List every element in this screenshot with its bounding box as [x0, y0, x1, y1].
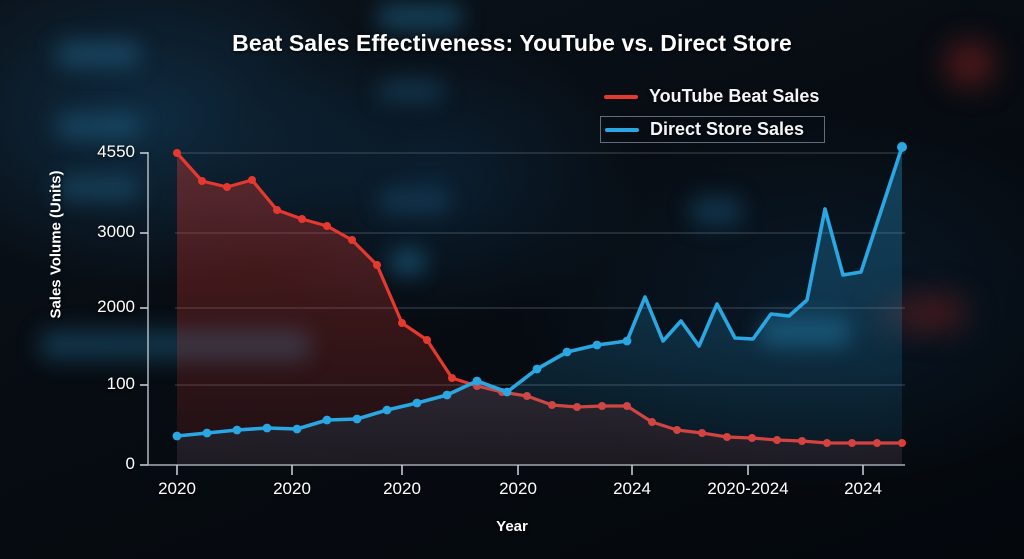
y-tick-label: 2000	[97, 297, 135, 316]
backdrop-blob	[690, 196, 742, 226]
data-point	[373, 261, 381, 269]
y-tick-label: 3000	[97, 222, 135, 241]
legend-item-youtube[interactable]: YouTube Beat Sales	[600, 83, 825, 110]
x-tick-label: 2020	[499, 479, 537, 498]
data-point	[622, 336, 632, 346]
backdrop-blob-red	[908, 296, 966, 330]
data-point	[502, 387, 512, 397]
data-point	[172, 431, 182, 441]
backdrop-blob	[56, 176, 140, 200]
data-point	[532, 364, 542, 374]
backdrop-blob	[390, 250, 426, 274]
data-point	[323, 222, 331, 230]
data-point	[232, 425, 242, 435]
x-tick-label: 2020	[273, 479, 311, 498]
data-point	[248, 176, 256, 184]
y-tick-label: 0	[125, 454, 135, 473]
x-tick-label: 2020	[383, 479, 421, 498]
data-point	[262, 423, 272, 433]
data-point	[472, 376, 482, 386]
x-tick-label: 2020-2024	[707, 479, 789, 498]
backdrop-blob	[56, 42, 140, 66]
x-tick-label: 2024	[844, 479, 882, 498]
data-point	[423, 336, 431, 344]
backdrop-blob	[56, 114, 140, 138]
data-point	[348, 236, 356, 244]
data-point	[273, 206, 281, 214]
data-point	[398, 319, 406, 327]
backdrop-blob	[378, 80, 444, 102]
data-point	[223, 183, 231, 191]
y-tick-label: 100	[106, 374, 135, 393]
chart-title: Beat Sales Effectiveness: YouTube vs. Di…	[232, 30, 792, 56]
y-tick-label: 4550	[97, 142, 135, 161]
backdrop-blob-red	[948, 44, 992, 84]
legend-label-direct-store: Direct Store Sales	[650, 119, 805, 139]
data-point	[292, 424, 302, 434]
x-tick-label: 2020	[158, 479, 196, 498]
data-point	[448, 374, 456, 382]
data-point	[322, 415, 332, 425]
data-point	[298, 215, 306, 223]
data-point	[173, 149, 181, 157]
legend-swatch-youtube	[604, 94, 638, 99]
data-point	[198, 177, 206, 185]
series-direct-store-sales	[172, 142, 907, 465]
backdrop-blob	[378, 190, 450, 212]
data-point	[382, 405, 392, 415]
x-tick-label: 2024	[613, 479, 651, 498]
legend-label-youtube: YouTube Beat Sales	[649, 86, 820, 106]
data-point	[562, 347, 572, 357]
data-point	[442, 390, 452, 400]
x-axis-label: Year	[496, 518, 528, 535]
chart-legend: YouTube Beat Sales Direct Store Sales	[600, 83, 826, 143]
data-point	[412, 398, 422, 408]
y-axis-ticks	[140, 152, 148, 466]
data-point	[202, 428, 212, 438]
legend-item-direct-store[interactable]: Direct Store Sales	[600, 116, 826, 143]
data-point	[897, 142, 907, 152]
data-point	[592, 340, 602, 350]
legend-swatch-direct-store	[605, 127, 639, 132]
data-point	[352, 414, 362, 424]
backdrop-blob	[378, 4, 462, 30]
x-axis-ticks	[176, 465, 864, 475]
